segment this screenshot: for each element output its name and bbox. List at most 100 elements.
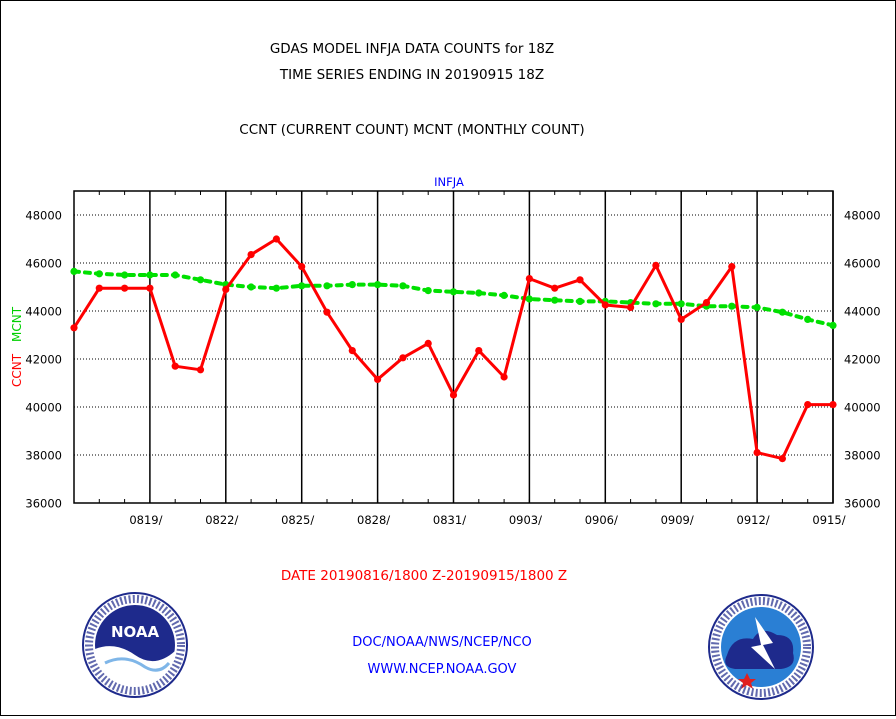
data-point-mcnt [728,302,736,310]
y-tick-label-left: 48000 [25,209,62,223]
data-point-ccnt [728,263,736,271]
y-tick-label-right: 40000 [844,401,881,415]
footer-date-range: DATE 20190816/1800 Z-20190915/1800 Z [281,568,567,584]
data-point-ccnt [121,284,129,292]
data-point-ccnt [627,303,635,311]
data-point-ccnt [424,339,432,347]
data-point-ccnt [475,347,483,355]
data-point-mcnt [171,271,179,279]
data-point-ccnt [399,354,407,362]
x-tick-label: 0915/ [812,513,845,527]
y-tick-label-left: 44000 [25,305,62,319]
data-point-ccnt [677,315,685,323]
x-tick-label: 0828/ [357,513,390,527]
data-point-mcnt [576,297,584,305]
x-tick-label: 0909/ [661,513,694,527]
noaa-logo: NOAA [82,592,188,698]
x-tick-label: 0819/ [129,513,162,527]
data-point-ccnt [702,299,711,307]
data-point-mcnt [500,291,508,299]
x-tick-label: 0903/ [509,513,542,527]
series-mcnt-layer [70,267,837,329]
data-point-ccnt [323,308,331,316]
data-point-ccnt [500,373,508,381]
x-tick-label: 0825/ [281,513,314,527]
chart-subtitle: CCNT (CURRENT COUNT) MCNT (MONTHLY COUNT… [239,122,584,138]
data-point-ccnt [829,401,837,409]
y-tick-label-left: 42000 [25,353,62,367]
tick-labels-layer: 36000 36000 38000 38000 40000 40000 42000 42000… [25,209,880,528]
data-point-ccnt [348,347,356,355]
data-point-mcnt [247,283,255,291]
y-tick-label-right: 46000 [844,257,881,271]
data-point-ccnt [551,284,559,292]
panel-label: INFJA [434,175,464,189]
y-tick-label-right: 48000 [844,209,881,223]
data-point-ccnt [298,263,306,271]
data-point-mcnt [323,282,331,290]
data-point-mcnt [449,288,458,296]
data-point-ccnt [753,449,761,457]
footer-url[interactable]: WWW.NCEP.NOAA.GOV [368,662,517,677]
data-point-mcnt [298,282,306,290]
data-point-mcnt [551,296,559,304]
data-point-ccnt [778,455,787,463]
y-tick-label-right: 36000 [844,497,881,511]
data-point-mcnt [778,308,787,316]
data-point-mcnt [348,281,356,289]
chart-title-line2: TIME SERIES ENDING IN 20190915 18Z [279,67,544,83]
data-point-ccnt [196,366,205,374]
x-tick-label: 0906/ [585,513,618,527]
y-axis-label-mcnt: MCNT [10,306,24,342]
data-point-mcnt [424,287,432,295]
data-point-ccnt [222,285,230,293]
noaa-logo-text: NOAA [111,623,160,641]
data-point-mcnt [753,303,761,311]
data-point-ccnt [601,301,609,309]
y-tick-label-left: 38000 [25,449,62,463]
data-point-mcnt [804,315,812,323]
data-point-mcnt [95,270,103,278]
footer-org: DOC/NOAA/NWS/NCEP/NCO [352,635,531,650]
data-point-mcnt [652,300,660,308]
data-point-ccnt [272,235,280,243]
data-point-ccnt [652,261,660,269]
data-point-ccnt [146,284,154,292]
data-point-mcnt [146,271,154,279]
data-point-mcnt [272,284,280,292]
y-tick-label-right: 44000 [844,305,881,319]
axes-layer [73,190,834,504]
data-point-mcnt [677,300,685,308]
y-tick-label-left: 36000 [25,497,62,511]
y-tick-label-right: 38000 [844,449,881,463]
y-tick-label-left: 46000 [25,257,62,271]
data-point-mcnt [399,282,407,290]
grid-layer [74,191,834,503]
data-point-ccnt [247,251,255,259]
y-tick-label-right: 42000 [844,353,881,367]
x-tick-label: 0831/ [433,513,466,527]
x-tick-label: 0912/ [737,513,770,527]
data-point-mcnt [829,321,837,329]
nws-logo [708,594,814,700]
data-point-ccnt [525,275,534,283]
y-axis-label-ccnt: CCNT [10,353,24,387]
data-point-mcnt [475,289,483,297]
data-point-ccnt [449,391,458,399]
data-point-mcnt [374,281,382,289]
x-tick-label: 0822/ [205,513,238,527]
data-point-ccnt [576,276,584,284]
data-point-ccnt [171,362,179,370]
y-tick-label-left: 40000 [25,401,62,415]
data-point-ccnt [804,401,812,409]
data-point-mcnt [70,267,78,275]
data-point-ccnt [374,375,382,383]
data-point-mcnt [196,276,205,284]
data-point-ccnt [95,284,103,292]
chart-title-line1: GDAS MODEL INFJA DATA COUNTS for 18Z [270,41,554,57]
data-point-mcnt [121,271,129,279]
data-point-mcnt [525,295,534,303]
series-ccnt-layer [70,235,837,463]
